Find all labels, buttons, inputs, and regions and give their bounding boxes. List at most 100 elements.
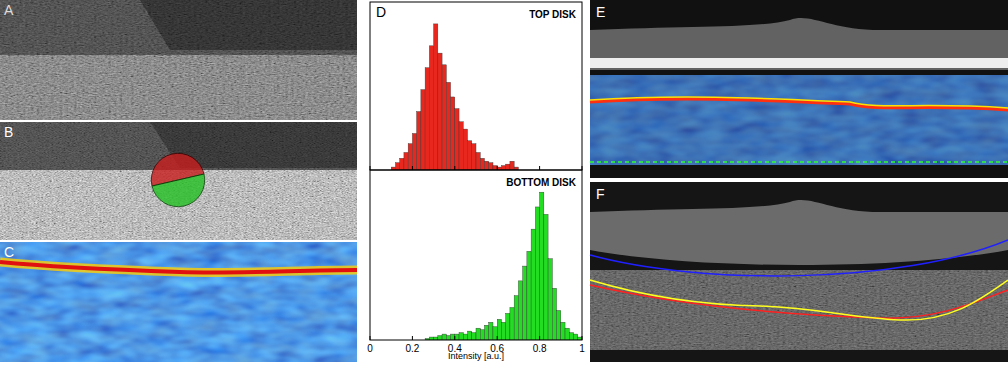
bar	[451, 97, 455, 170]
panel-b	[0, 122, 357, 240]
boundary	[590, 97, 1008, 108]
bar	[484, 325, 488, 340]
bar	[493, 166, 497, 170]
frame	[370, 170, 582, 340]
bar	[506, 164, 510, 170]
bar	[476, 152, 480, 170]
choroid	[590, 270, 1008, 350]
bar	[459, 122, 463, 170]
map-texture	[0, 242, 357, 362]
bar	[421, 90, 425, 170]
title: BOTTOM DISK	[506, 177, 577, 188]
bruch	[590, 240, 1008, 276]
oct-image	[590, 0, 1008, 178]
bar	[442, 65, 446, 170]
oct-image	[0, 0, 357, 120]
bar	[523, 266, 527, 340]
tick	[539, 336, 540, 340]
band	[0, 262, 357, 273]
panel-label: E	[596, 4, 605, 20]
bar	[548, 259, 552, 340]
bar	[463, 129, 467, 170]
bar	[455, 334, 459, 340]
overlay-texture	[590, 75, 1008, 165]
bar	[565, 328, 569, 340]
bar	[442, 334, 446, 340]
shade	[140, 0, 357, 50]
panel-label: D	[376, 4, 386, 20]
bar	[476, 328, 480, 340]
bar	[557, 310, 561, 340]
shade	[0, 55, 357, 120]
tick	[370, 166, 371, 170]
bar	[455, 109, 459, 170]
bars	[391, 24, 518, 170]
band	[0, 262, 357, 273]
bar	[400, 158, 404, 170]
tick-label: 1	[579, 343, 585, 354]
bar	[552, 288, 556, 340]
bar	[489, 163, 493, 170]
bar	[438, 336, 442, 340]
bar	[501, 322, 505, 340]
bar	[459, 333, 463, 340]
panel-a	[0, 0, 357, 120]
bar	[429, 46, 433, 170]
bar	[446, 82, 450, 170]
histogram: 00.20.40.60.81BOTTOM DISKIntensity [a.u.…	[367, 170, 585, 361]
frame	[370, 2, 582, 170]
bar	[544, 214, 548, 340]
bar	[417, 112, 421, 170]
bar	[540, 192, 544, 340]
bar	[510, 307, 514, 340]
boundary	[590, 99, 1008, 110]
bar	[408, 144, 412, 170]
bar	[412, 133, 416, 170]
bar	[472, 144, 476, 170]
bar	[480, 158, 484, 170]
bar	[506, 313, 510, 340]
bar	[425, 68, 429, 170]
tick	[370, 336, 371, 340]
bar	[518, 281, 522, 340]
panel-label: C	[4, 244, 14, 260]
bar	[493, 327, 497, 340]
limit	[590, 161, 1008, 163]
bar	[527, 251, 531, 340]
bar	[514, 296, 518, 340]
tick	[454, 166, 455, 170]
panel-label: F	[596, 186, 605, 202]
bar	[510, 161, 514, 170]
bar	[446, 336, 450, 340]
panel-f	[590, 182, 1008, 362]
bar	[531, 229, 535, 340]
panel-label: A	[4, 2, 14, 18]
bar	[569, 333, 573, 340]
figure: ABCDEFTOP DISK00.20.40.60.81BOTTOM DISKI…	[0, 0, 1008, 366]
bar	[480, 330, 484, 340]
bar	[561, 322, 565, 340]
overlay	[590, 75, 1008, 165]
bar	[395, 163, 399, 170]
tick-label: 0.2	[405, 343, 419, 354]
bar	[463, 334, 467, 340]
histogram: TOP DISK	[370, 2, 582, 170]
tick	[412, 336, 413, 340]
tick	[497, 336, 498, 340]
bar	[468, 331, 472, 340]
bottom-disk	[152, 174, 205, 207]
csi	[590, 280, 1008, 320]
bar	[438, 53, 442, 170]
tick	[412, 166, 413, 170]
retina	[590, 200, 1008, 265]
bar	[497, 319, 501, 340]
panel-label: B	[4, 124, 13, 140]
bar	[451, 334, 455, 340]
bar	[484, 161, 488, 170]
bar	[489, 322, 493, 340]
tick	[582, 166, 583, 170]
csi-ref	[590, 285, 1008, 318]
bar	[574, 334, 578, 340]
tick	[539, 166, 540, 170]
shade	[0, 0, 357, 55]
